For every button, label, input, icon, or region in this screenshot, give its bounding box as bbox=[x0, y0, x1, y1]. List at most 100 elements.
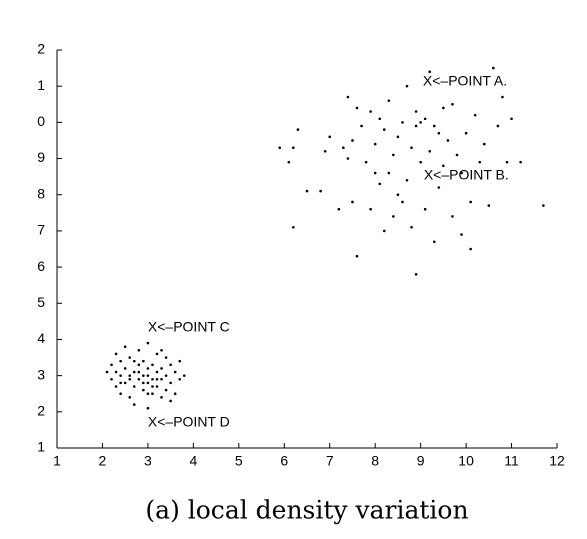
point bbox=[155, 385, 159, 388]
point bbox=[414, 110, 418, 113]
point bbox=[492, 66, 495, 70]
point bbox=[410, 146, 413, 149]
point bbox=[160, 396, 163, 399]
point bbox=[151, 385, 154, 388]
point bbox=[437, 131, 441, 135]
y-tick-label: 1 bbox=[37, 439, 45, 455]
y-tick-label: 2 bbox=[37, 41, 45, 57]
y-tick-label: 7 bbox=[37, 222, 45, 238]
x-tick-label: 8 bbox=[371, 453, 379, 469]
point bbox=[410, 225, 413, 229]
point bbox=[146, 367, 150, 370]
point bbox=[469, 200, 472, 204]
x-tick-label: 9 bbox=[417, 453, 425, 469]
x-tick-label: 5 bbox=[235, 453, 243, 469]
point bbox=[160, 377, 163, 381]
point bbox=[351, 139, 354, 142]
point bbox=[142, 374, 145, 377]
point bbox=[369, 110, 372, 113]
point bbox=[342, 146, 345, 149]
x-tick-label: 3 bbox=[144, 453, 152, 469]
point bbox=[428, 70, 432, 74]
point bbox=[142, 381, 145, 385]
point bbox=[137, 377, 141, 381]
point bbox=[328, 135, 332, 139]
point bbox=[501, 95, 504, 99]
point bbox=[169, 399, 172, 403]
x-tick-label: 12 bbox=[549, 453, 565, 469]
point bbox=[405, 84, 409, 88]
point bbox=[146, 406, 150, 410]
point bbox=[128, 377, 132, 381]
y-tick-label: 3 bbox=[37, 366, 45, 382]
point bbox=[419, 160, 422, 164]
x-tick-label: 10 bbox=[458, 453, 474, 469]
point bbox=[110, 363, 113, 367]
caption: (a) local density variation bbox=[145, 496, 468, 525]
annotation: X<–POINT A. bbox=[423, 73, 507, 89]
point bbox=[510, 117, 513, 121]
point bbox=[119, 381, 122, 385]
y-tick-label: 9 bbox=[37, 149, 45, 165]
point bbox=[128, 356, 132, 359]
point bbox=[423, 207, 427, 211]
point bbox=[423, 117, 427, 121]
point bbox=[160, 367, 163, 370]
point bbox=[392, 153, 395, 157]
point bbox=[482, 142, 486, 146]
point bbox=[105, 370, 109, 374]
y-tick-label: 6 bbox=[37, 258, 45, 274]
point bbox=[451, 215, 454, 218]
point bbox=[387, 171, 391, 175]
y-tick-label: 1 bbox=[37, 77, 45, 93]
annotation: X<–POINT B. bbox=[424, 167, 509, 183]
point bbox=[292, 225, 295, 229]
point bbox=[169, 363, 172, 367]
point bbox=[460, 233, 463, 236]
point bbox=[123, 367, 127, 370]
point bbox=[460, 171, 463, 175]
point bbox=[373, 171, 377, 175]
point bbox=[114, 370, 118, 374]
point bbox=[392, 215, 395, 218]
point bbox=[437, 186, 441, 189]
point bbox=[160, 349, 163, 352]
point bbox=[178, 359, 182, 363]
point bbox=[114, 385, 118, 388]
point bbox=[178, 377, 182, 381]
point bbox=[146, 374, 150, 377]
point bbox=[455, 153, 459, 157]
point bbox=[173, 392, 177, 396]
point bbox=[396, 193, 400, 197]
point bbox=[164, 374, 168, 377]
point bbox=[401, 121, 404, 124]
point bbox=[305, 189, 309, 193]
point bbox=[496, 124, 500, 128]
point bbox=[182, 374, 186, 377]
point bbox=[119, 392, 122, 396]
point bbox=[119, 359, 122, 363]
point bbox=[387, 99, 391, 102]
point bbox=[142, 359, 145, 363]
point bbox=[364, 160, 368, 164]
point bbox=[382, 128, 386, 131]
point bbox=[128, 374, 132, 377]
x-tick-label: 1 bbox=[53, 453, 61, 469]
point bbox=[287, 160, 291, 164]
point bbox=[382, 229, 386, 233]
point bbox=[119, 374, 122, 377]
point bbox=[446, 139, 450, 142]
point bbox=[142, 388, 145, 392]
point bbox=[132, 359, 136, 363]
point bbox=[123, 381, 127, 385]
point bbox=[132, 403, 136, 406]
point bbox=[432, 240, 436, 244]
point bbox=[151, 377, 154, 381]
point bbox=[155, 377, 159, 381]
point bbox=[296, 128, 300, 131]
point bbox=[442, 164, 445, 168]
point bbox=[478, 160, 482, 164]
point bbox=[151, 363, 154, 367]
point bbox=[414, 124, 418, 128]
y-tick-label: 2 bbox=[37, 403, 45, 419]
